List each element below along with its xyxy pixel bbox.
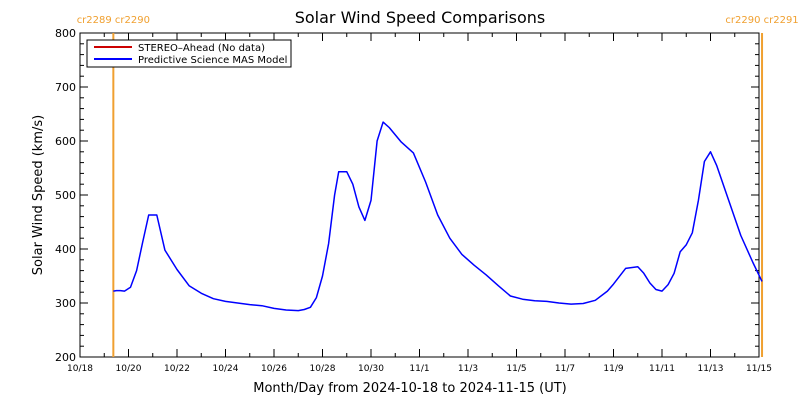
- series-lines: [113, 121, 763, 312]
- legend: STEREO–Ahead (No data) Predictive Scienc…: [86, 39, 292, 68]
- x-tick-label: 10/18: [67, 364, 93, 374]
- carrington-rotation-boundaries: [112, 33, 764, 357]
- y-tick-label: 300: [55, 297, 76, 310]
- x-tick-label: 11/5: [506, 364, 526, 374]
- y-tick-label: 700: [55, 81, 76, 94]
- x-tick-label: 10/26: [261, 364, 287, 374]
- carrington-rotation-labels: cr2289 cr2290 cr2290 cr2291: [77, 15, 799, 26]
- x-tick-label: 10/22: [164, 364, 190, 374]
- x-tick-label: 11/1: [409, 364, 429, 374]
- x-tick-label: 11/13: [698, 364, 724, 374]
- y-tick-label: 400: [55, 243, 76, 256]
- chart-title: Solar Wind Speed Comparisons: [295, 8, 546, 27]
- x-tick-label: 11/7: [555, 364, 575, 374]
- x-axis: 10/18 10/20 10/22 10/24 10/26 10/28 10/30 11/1 1…: [67, 33, 772, 374]
- y-tick-label: 200: [55, 351, 76, 364]
- carrington-label: cr2289 cr2290: [77, 15, 150, 26]
- x-tick-label: 11/11: [649, 364, 675, 374]
- y-axis: 200 300 400 500 600 700 800: [55, 27, 759, 364]
- y-tick-label: 800: [55, 27, 76, 40]
- legend-box: [86, 39, 292, 68]
- plot-frame: [79, 32, 760, 358]
- y-tick-label: 600: [55, 135, 76, 148]
- legend-label-stereo: STEREO–Ahead (No data): [138, 43, 265, 54]
- carrington-label: cr2290 cr2291: [725, 15, 798, 26]
- x-tick-label: 11/3: [458, 364, 478, 374]
- y-tick-label: 500: [55, 189, 76, 202]
- x-tick-label: 11/15: [746, 364, 772, 374]
- x-tick-label: 11/9: [603, 364, 623, 374]
- y-axis-label: Solar Wind Speed (km/s): [31, 115, 46, 275]
- x-tick-label: 10/28: [310, 364, 336, 374]
- x-axis-label: Month/Day from 2024-10-18 to 2024-11-15 …: [253, 381, 566, 396]
- x-tick-label: 10/30: [358, 364, 384, 374]
- legend-label-mas: Predictive Science MAS Model: [138, 55, 287, 66]
- series-line-mas-model: [113, 121, 763, 312]
- x-tick-label: 10/24: [213, 364, 239, 374]
- x-tick-label: 10/20: [116, 364, 142, 374]
